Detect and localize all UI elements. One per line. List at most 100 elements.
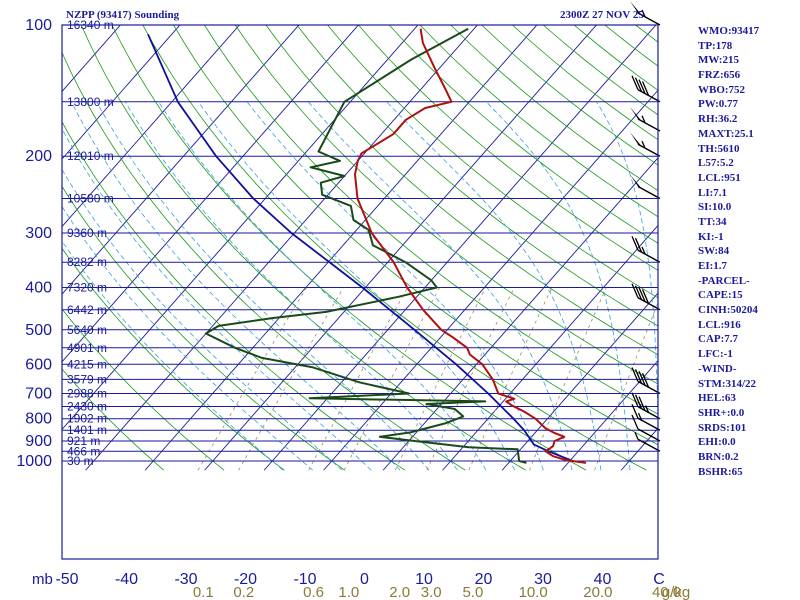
pressure-tick-label: 400 <box>25 279 52 296</box>
wind-barb-staff <box>637 12 661 26</box>
index-item: MAXT:25.1 <box>698 127 754 140</box>
dry-adiabat <box>62 247 285 471</box>
height-label: 1401 m <box>67 423 107 437</box>
index-item: SW:84 <box>698 245 730 258</box>
mixing-ratio-line <box>197 287 307 471</box>
pressure-tick-label: 900 <box>25 433 52 450</box>
isotherm-line <box>263 25 657 471</box>
index-item: LI:7.1 <box>698 186 728 199</box>
index-item: -PARCEL- <box>698 274 750 287</box>
index-item: WMO:93417 <box>698 25 760 37</box>
index-item: HEL:63 <box>698 392 736 405</box>
wind-barb-feather <box>631 392 639 408</box>
wind-barb-feather <box>634 369 643 384</box>
background-lines <box>62 25 658 471</box>
height-label: 9360 m <box>67 226 107 240</box>
wind-barb-feather <box>641 289 650 304</box>
moist-adiabat <box>307 101 573 471</box>
wind-barb <box>630 106 661 132</box>
wind-barb-feather <box>634 394 643 409</box>
dewpoint-trace <box>204 27 527 464</box>
wind-barb-feather <box>634 237 643 253</box>
wind-barb-feather <box>634 285 643 300</box>
wind-barb-feather <box>631 403 639 419</box>
height-label: 13800 m <box>67 95 114 109</box>
index-item: BSHR:65 <box>698 465 743 478</box>
wind-barb-staff <box>637 143 661 157</box>
isotherm-line <box>62 25 122 93</box>
height-label: 921 m <box>67 434 100 448</box>
wind-barb-pennant <box>630 106 642 121</box>
temperature-unit-label: C <box>653 571 665 588</box>
wind-barb-half-feather <box>637 412 643 421</box>
index-item: KI:-1 <box>698 230 724 243</box>
pressure-unit-label: mb <box>32 571 53 588</box>
isotherm-line <box>62 25 241 228</box>
mixing-ratio-line <box>308 287 408 471</box>
temperature-trace <box>354 28 587 464</box>
height-label: 10580 m <box>67 192 114 206</box>
height-label: 6442 m <box>67 303 107 317</box>
isotherm-line <box>382 157 658 471</box>
index-item: FRZ:656 <box>698 69 741 82</box>
index-item: -WIND- <box>698 362 737 375</box>
mixing-ratio-label: 0.2 <box>233 584 254 600</box>
height-label: 466 m <box>67 444 100 458</box>
moist-adiabat <box>386 101 602 471</box>
moist-adiabat <box>96 101 430 471</box>
pressure-tick-label: 600 <box>25 356 52 373</box>
index-item: EI:1.7 <box>698 260 728 272</box>
wind-barb-feather <box>631 75 639 91</box>
wind-barb <box>631 392 661 420</box>
wind-barb <box>631 367 661 395</box>
moist-adiabat <box>124 101 458 471</box>
wind-barb-staff <box>637 428 661 442</box>
parcel-trace <box>147 33 574 462</box>
temperature-tick-label: 10 <box>415 571 433 588</box>
pressure-tick-label: 300 <box>25 225 52 242</box>
mixing-ratio-line <box>468 287 553 471</box>
wind-barb-feather <box>638 396 646 411</box>
dry-adiabat <box>62 368 165 471</box>
mixing-ratio-label: 40.0 <box>652 584 681 600</box>
wind-barb-feather <box>641 81 650 96</box>
temperature-tick-label: 20 <box>475 571 493 588</box>
wind-barb-staff <box>637 417 661 431</box>
wind-barb-feather <box>638 371 646 386</box>
pressure-tick-label: 500 <box>25 322 52 339</box>
isotherm-line <box>144 25 538 471</box>
wind-barb-staff <box>637 438 661 452</box>
index-item: MW:215 <box>698 54 739 67</box>
mixing-ratio-unit-label: g/kg <box>662 584 690 600</box>
index-item: TT:34 <box>698 215 727 228</box>
index-item: EHI:0.0 <box>698 436 736 449</box>
mixing-ratio-line <box>594 301 658 471</box>
index-item: RH:36.2 <box>698 113 738 126</box>
moist-adiabat <box>246 101 544 471</box>
mixing-ratio-label: 0.1 <box>193 584 214 600</box>
height-label: 4901 m <box>67 341 107 355</box>
mixing-ratio-label: 2.0 <box>389 584 410 600</box>
wind-barb-half-feather <box>641 9 646 18</box>
wind-barb <box>631 235 661 263</box>
isotherm-line <box>442 224 658 471</box>
wind-barb-staff <box>637 185 661 200</box>
wind-barb <box>634 432 661 452</box>
index-item: TH:5610 <box>698 142 740 155</box>
pressure-tick-label: 700 <box>25 385 52 402</box>
wind-barb-staff <box>637 297 661 311</box>
wind-barb-half-feather <box>641 115 646 124</box>
moist-adiabat <box>596 101 658 436</box>
height-label: 30 m <box>67 454 94 468</box>
isotherm-line <box>62 25 360 363</box>
wind-barb <box>630 1 661 26</box>
isotherm-line <box>85 25 479 471</box>
mixing-ratio-label: 5.0 <box>462 584 483 600</box>
wind-barb <box>631 283 661 311</box>
index-item: PW:0.77 <box>698 98 739 111</box>
wind-barb-staff <box>637 89 661 103</box>
wind-barb-half-feather <box>641 246 646 255</box>
height-label: 1902 m <box>67 412 107 426</box>
wind-barb-pennant <box>630 132 642 147</box>
